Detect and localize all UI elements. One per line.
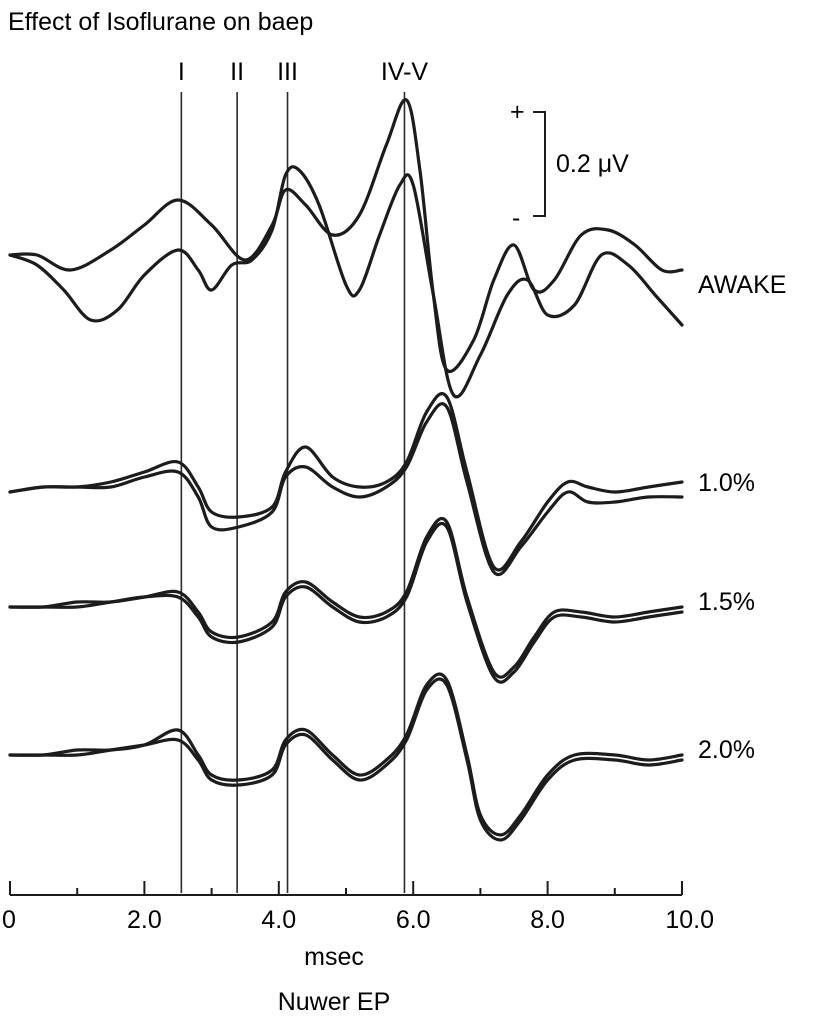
peak-label-ii: II: [230, 58, 244, 86]
x-tick-label: 10.0: [665, 906, 714, 934]
scale-bar-plus: +: [510, 98, 525, 126]
trace-15-2: [8, 521, 684, 684]
condition-label: 1.0%: [698, 469, 755, 497]
peak-label-iv-v: IV-V: [381, 58, 429, 86]
scale-bar: + - 0.2 μV: [510, 98, 629, 232]
trace-awake-2: [8, 98, 684, 374]
peak-label-iii: III: [277, 58, 298, 86]
x-tick-label: 2.0: [127, 906, 162, 934]
peak-label-i: I: [178, 58, 185, 86]
scale-bar-bracket: [533, 111, 546, 217]
x-axis: 0 2.0 4.0 6.0 8.0 10.0: [2, 881, 714, 934]
x-tick-label: 8.0: [530, 906, 565, 934]
scale-bar-minus: -: [512, 204, 520, 232]
trace-20-1: [8, 672, 684, 837]
condition-label: 1.5%: [698, 588, 755, 616]
condition-label: AWAKE: [698, 271, 786, 299]
x-tick-label: 0: [2, 906, 16, 934]
trace-awake-1: [8, 165, 684, 399]
trace-15-1: [8, 516, 684, 679]
trace-20-2: [8, 677, 684, 842]
trace-10-1: [8, 392, 684, 572]
chart-title: Effect of Isoflurane on baep: [8, 8, 313, 36]
x-tick-label: 4.0: [261, 906, 296, 934]
condition-labels: AWAKE 1.0% 1.5% 2.0%: [698, 271, 786, 764]
condition-label: 2.0%: [698, 736, 755, 764]
source-caption: Nuwer EP: [278, 988, 391, 1016]
scale-bar-label: 0.2 μV: [556, 150, 629, 178]
trace-10-2: [8, 402, 684, 577]
trace-group: [8, 98, 684, 842]
peak-marker-labels: I II III IV-V: [178, 58, 429, 86]
peak-marker-lines: [180, 92, 406, 893]
x-axis-label: msec: [304, 943, 364, 971]
x-tick-label: 6.0: [396, 906, 431, 934]
